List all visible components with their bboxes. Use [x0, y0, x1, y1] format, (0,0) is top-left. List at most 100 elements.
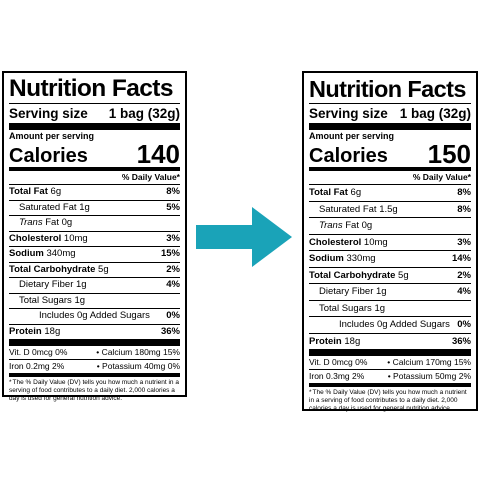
daily-value-header: % Daily Value*	[412, 172, 471, 182]
divider	[309, 332, 471, 334]
divider	[9, 123, 180, 130]
nutrient-row-total-fat: Total Fat 6g 8%	[309, 185, 471, 201]
nutrient-name: Total Carbohydrate	[309, 269, 396, 281]
calories-label: Calories	[309, 145, 388, 167]
nutrient-amount: 340mg	[46, 248, 76, 259]
vitamin-left: Vit. D 0mcg 0%	[309, 357, 368, 367]
nutrient-name: Total Sugars 1g	[19, 294, 86, 306]
label-title: Nutrition Facts	[309, 76, 466, 102]
nutrient-row-protein: Protein 18g 36%	[9, 325, 180, 340]
nutrient-amount: Fat 0g	[345, 220, 373, 231]
nutrient-name: Trans	[319, 220, 343, 231]
vitamin-mineral-section: Vit. D 0mcg 0% • Calcium 170mg 15% Iron …	[309, 356, 471, 383]
nutrient-dv: 14%	[451, 253, 471, 264]
nutrient-dv: 3%	[457, 236, 471, 248]
divider	[9, 103, 180, 104]
right-arrow-icon	[196, 207, 292, 267]
nutrient-dv: 5%	[166, 201, 180, 213]
calories-value: 140	[136, 139, 180, 169]
vitamin-left: Vit. D 0mcg 0%	[9, 347, 68, 357]
nutrient-dv: 4%	[166, 279, 180, 290]
vitamin-row: Iron 0.3mg 2% • Potassium 50mg 2%	[309, 369, 471, 381]
vitamin-right: Potassium 40mg 0%	[102, 361, 180, 371]
vitamin-left: Iron 0.2mg 2%	[9, 361, 65, 371]
nutrient-row-saturated-fat: Saturated Fat 1g 5%	[9, 199, 180, 216]
nutrient-name: Total Sugars 1g	[319, 302, 386, 314]
nutrient-row-total-carbohydrate: Total Carbohydrate 5g 2%	[9, 261, 180, 278]
nutrient-name: Total Carbohydrate	[9, 263, 96, 275]
nutrient-list: Total Fat 6g 8% Saturated Fat 1.5g 8% Tr…	[309, 185, 471, 333]
nutrient-dv: 8%	[457, 203, 471, 215]
nutrient-row-trans-fat: Trans Fat 0g	[9, 215, 180, 231]
footnote-text: The % Daily Value (DV) tells you how muc…	[9, 379, 179, 402]
nutrition-label-before: Nutrition Facts Serving size 1 bag (32g)…	[2, 71, 187, 402]
divider	[9, 373, 180, 377]
vitamin-row: Vit. D 0mcg 0% • Calcium 180mg 15%	[9, 347, 180, 357]
nutrient-amount: 18g	[344, 335, 361, 347]
nutrient-row-dietary-fiber: Dietary Fiber 1g 4%	[9, 277, 180, 293]
nutrient-dv: 2%	[166, 263, 180, 275]
nutrient-dv: 8%	[166, 186, 180, 197]
divider	[309, 349, 471, 356]
nutrient-name: Saturated Fat	[19, 201, 77, 213]
serving-size-value: 1 bag (32g)	[108, 106, 180, 121]
nutrient-row-cholesterol: Cholesterol 10mg 3%	[309, 233, 471, 251]
serving-size-label: Serving size	[309, 106, 388, 121]
calories-row: Calories 150	[309, 141, 471, 167]
calories-label: Calories	[9, 145, 88, 167]
serving-size-row: Serving size 1 bag (32g)	[9, 104, 180, 123]
amount-per-serving: Amount per serving	[9, 131, 95, 141]
nutrient-row-saturated-fat: Saturated Fat 1.5g 8%	[309, 200, 471, 218]
divider	[9, 167, 180, 171]
vitamin-right: Calcium 180mg 15%	[101, 347, 180, 357]
nutrient-row-protein: Protein 18g 36%	[309, 334, 471, 350]
nutrient-list: Total Fat 6g 8% Saturated Fat 1g 5% Tran…	[9, 185, 180, 324]
nutrient-row-added-sugars: Includes 0g Added Sugars 0%	[309, 316, 471, 333]
nutrient-name: Trans	[19, 217, 43, 228]
nutrient-dv: 3%	[166, 232, 180, 244]
calories-row: Calories 140	[9, 141, 180, 167]
vitamin-right: Potassium 50mg 2%	[393, 371, 471, 381]
nutrient-name: Protein	[309, 335, 342, 347]
nutrient-amount: 1g	[76, 279, 87, 290]
serving-size-row: Serving size 1 bag (32g)	[309, 104, 471, 123]
nutrient-amount: 1.5g	[379, 203, 398, 215]
nutrient-amount: Fat 0g	[45, 217, 73, 228]
divider	[9, 339, 180, 346]
nutrient-dv: 36%	[451, 335, 471, 347]
nutrient-row-cholesterol: Cholesterol 10mg 3%	[9, 230, 180, 247]
nutrient-amount: 18g	[44, 325, 61, 337]
serving-size-label: Serving size	[9, 106, 88, 121]
nutrient-amount: 5g	[398, 269, 409, 281]
daily-value-header: % Daily Value*	[121, 172, 180, 182]
nutrient-amount: 6g	[350, 187, 362, 198]
nutrient-name: Saturated Fat	[319, 203, 377, 215]
footnote: *The % Daily Value (DV) tells you how mu…	[309, 389, 467, 412]
divider	[9, 184, 180, 185]
nutrient-dv: 0%	[166, 310, 180, 321]
calories-value: 150	[427, 139, 471, 169]
vitamin-row: Iron 0.2mg 2% • Potassium 40mg 0%	[9, 359, 180, 371]
nutrient-amount: 1g	[376, 286, 387, 297]
nutrient-row-total-sugars: Total Sugars 1g	[9, 292, 180, 309]
nutrient-row-sodium: Sodium 330mg 14%	[309, 250, 471, 267]
footnote: *The % Daily Value (DV) tells you how mu…	[9, 379, 179, 402]
nutrient-amount: 10mg	[363, 236, 388, 248]
nutrient-name: Includes 0g Added Sugars	[339, 319, 450, 330]
nutrient-name: Sodium	[9, 248, 44, 259]
nutrition-label-after: Nutrition Facts Serving size 1 bag (32g)…	[302, 71, 478, 412]
divider	[309, 383, 471, 387]
nutrient-dv: 36%	[160, 325, 180, 337]
nutrient-amount: 330mg	[346, 253, 376, 264]
footnote-text: The % Daily Value (DV) tells you how muc…	[309, 389, 467, 412]
divider	[9, 323, 180, 325]
divider	[309, 167, 471, 171]
nutrient-name: Dietary Fiber	[19, 279, 74, 290]
amount-per-serving: Amount per serving	[309, 131, 395, 141]
nutrient-name: Cholesterol	[309, 236, 362, 248]
nutrient-dv: 0%	[457, 319, 471, 330]
nutrient-row-dietary-fiber: Dietary Fiber 1g 4%	[309, 283, 471, 300]
nutrient-row-total-sugars: Total Sugars 1g	[309, 299, 471, 317]
nutrient-row-added-sugars: Includes 0g Added Sugars 0%	[9, 308, 180, 324]
nutrient-dv: 15%	[160, 248, 180, 259]
